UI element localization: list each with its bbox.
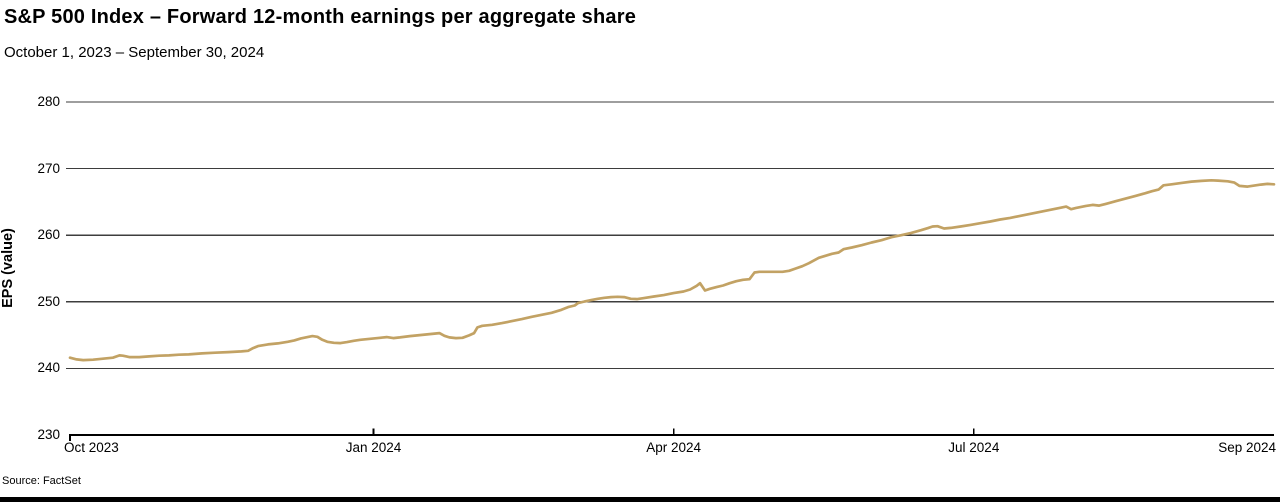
- y-tick-label: 240: [37, 360, 60, 376]
- chart-title: S&P 500 Index – Forward 12-month earning…: [4, 6, 637, 28]
- bottom-rule: [0, 497, 1280, 502]
- y-tick-label: 280: [37, 94, 60, 109]
- y-tick-label: 260: [37, 227, 60, 243]
- chart-subtitle: October 1, 2023 – September 30, 2024: [4, 44, 265, 61]
- x-tick-label: Apr 2024: [646, 440, 702, 455]
- x-tick-label: Jul 2024: [948, 440, 1000, 455]
- y-axis-title: EPS (value): [0, 228, 16, 308]
- source-note: Source: FactSet: [2, 475, 81, 487]
- y-tick-label: 270: [37, 160, 60, 176]
- x-tick-label: Sep 2024: [1218, 440, 1276, 455]
- x-tick-label: Jan 2024: [345, 440, 402, 455]
- x-tick-label: Oct 2023: [64, 440, 119, 455]
- y-tick-label: 250: [37, 293, 60, 309]
- y-tick-label: 230: [37, 427, 60, 442]
